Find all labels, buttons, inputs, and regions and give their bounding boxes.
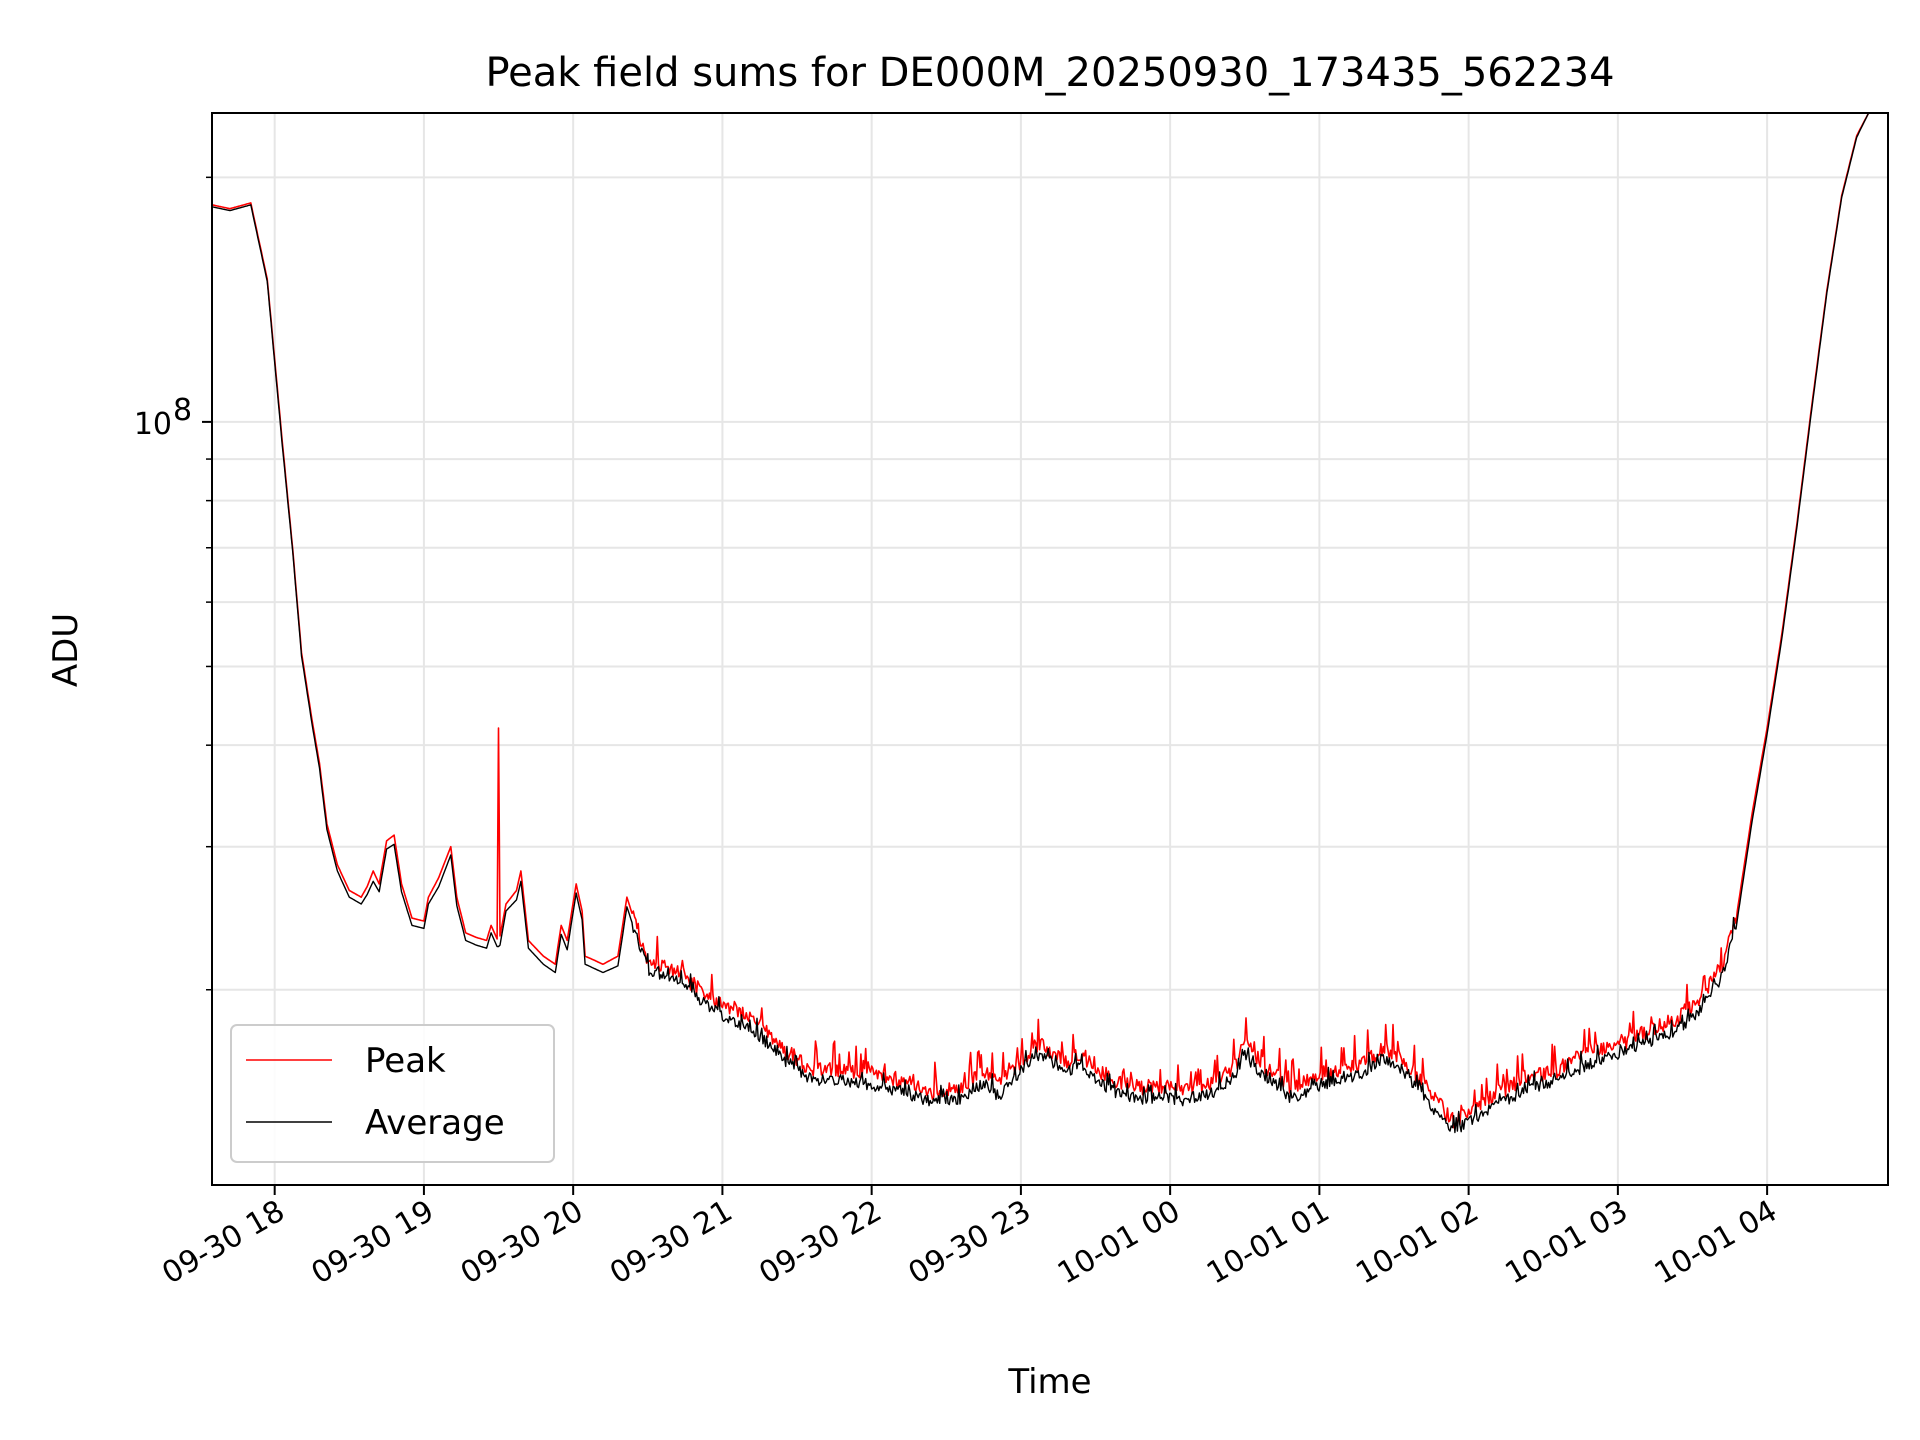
y-axis-label: ADU bbox=[46, 613, 86, 687]
legend: Peak Average bbox=[230, 1024, 555, 1163]
grid bbox=[212, 113, 1888, 1185]
y-tick-label: 10 bbox=[134, 407, 172, 442]
x-axis-label: Time bbox=[1007, 1362, 1091, 1402]
chart-title: Peak field sums for DE000M_20250930_1734… bbox=[485, 50, 1614, 96]
axes-frame bbox=[211, 112, 1889, 1186]
series-layer bbox=[212, 113, 1888, 1134]
plot-area bbox=[212, 113, 1888, 1134]
y-axis: 10 8 bbox=[134, 176, 212, 991]
series-line-average bbox=[212, 113, 1888, 1134]
legend-label-average: Average bbox=[365, 1103, 505, 1143]
legend-label-peak: Peak bbox=[365, 1041, 446, 1081]
y-tick-exponent: 8 bbox=[173, 393, 192, 428]
